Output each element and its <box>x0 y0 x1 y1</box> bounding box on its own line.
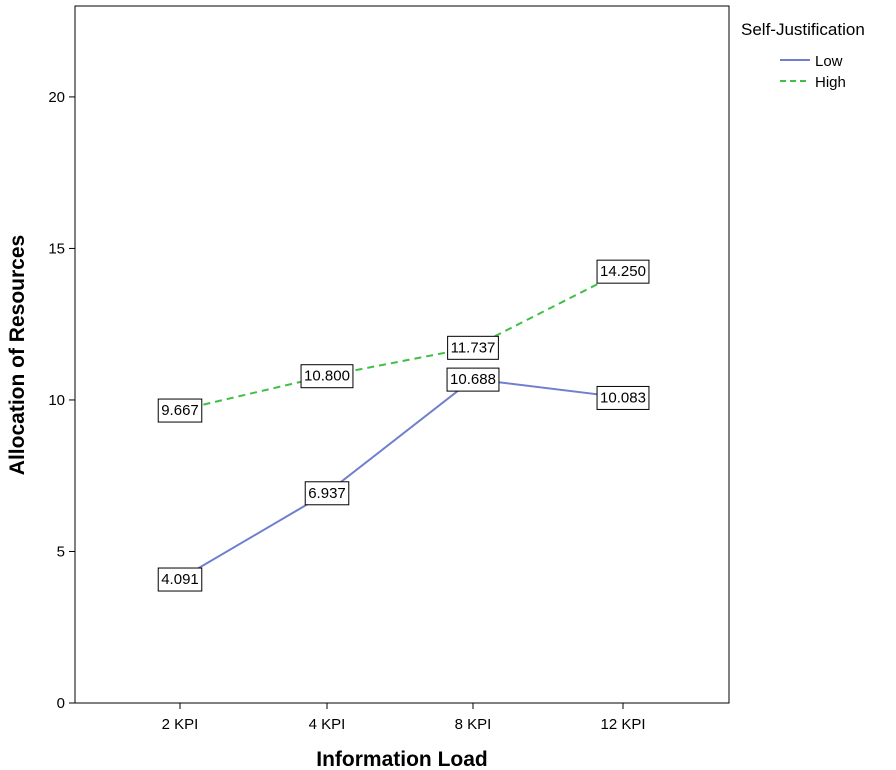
data-label-box <box>447 335 499 360</box>
series-line-high <box>179 270 624 412</box>
data-label: 4.091 <box>157 567 203 592</box>
data-label: 10.800 <box>300 364 354 389</box>
data-label-text: 14.250 <box>600 263 646 280</box>
y-tick-label: 20 <box>48 89 65 106</box>
data-label: 11.737 <box>447 335 499 360</box>
data-label: 6.937 <box>304 481 350 506</box>
series-line-low <box>179 378 624 580</box>
y-tick-label: 0 <box>57 695 65 712</box>
data-label-text: 11.737 <box>451 339 496 356</box>
data-label-box <box>157 398 203 423</box>
data-label-box <box>596 385 650 410</box>
y-axis-title: Allocation of Resources <box>6 235 29 475</box>
data-label-text: 10.800 <box>304 368 350 385</box>
data-label-box <box>596 259 650 284</box>
data-label: 10.688 <box>446 367 500 392</box>
x-tick-label: 8 KPI <box>455 716 492 733</box>
data-label-box <box>304 481 350 506</box>
y-tick-label: 10 <box>48 392 65 409</box>
data-label: 14.250 <box>596 259 650 284</box>
data-label-box <box>300 364 354 389</box>
data-label-text: 10.688 <box>450 371 496 388</box>
x-tick-label: 2 KPI <box>162 716 199 733</box>
x-axis: 2 KPI 4 KPI 8 KPI 12 KPI <box>162 703 646 733</box>
data-label: 9.667 <box>157 398 203 423</box>
data-label-box <box>157 567 203 592</box>
data-label: 10.083 <box>596 385 650 410</box>
y-axis: 0 5 10 15 20 <box>48 89 75 712</box>
legend-title: Self-Justification <box>741 20 865 39</box>
data-label-text: 4.091 <box>161 571 199 588</box>
data-label-box <box>446 367 500 392</box>
data-label-text: 6.937 <box>308 485 346 502</box>
legend-label-low: Low <box>815 53 843 70</box>
data-labels: 4.091 6.937 10.688 10.083 9.667 10.800 11.737 1… <box>157 259 650 592</box>
x-tick-label: 12 KPI <box>600 716 645 733</box>
plot-area <box>74 5 730 704</box>
x-axis-title: Information Load <box>316 748 488 770</box>
series-lines <box>179 270 624 580</box>
y-tick-label: 5 <box>57 543 65 560</box>
legend-label-high: High <box>815 74 846 91</box>
y-tick-label: 15 <box>48 240 65 257</box>
legend: Self-Justification Low High <box>741 20 865 91</box>
data-label-text: 10.083 <box>600 389 646 406</box>
data-label-text: 9.667 <box>161 402 199 419</box>
x-tick-label: 4 KPI <box>309 716 346 733</box>
